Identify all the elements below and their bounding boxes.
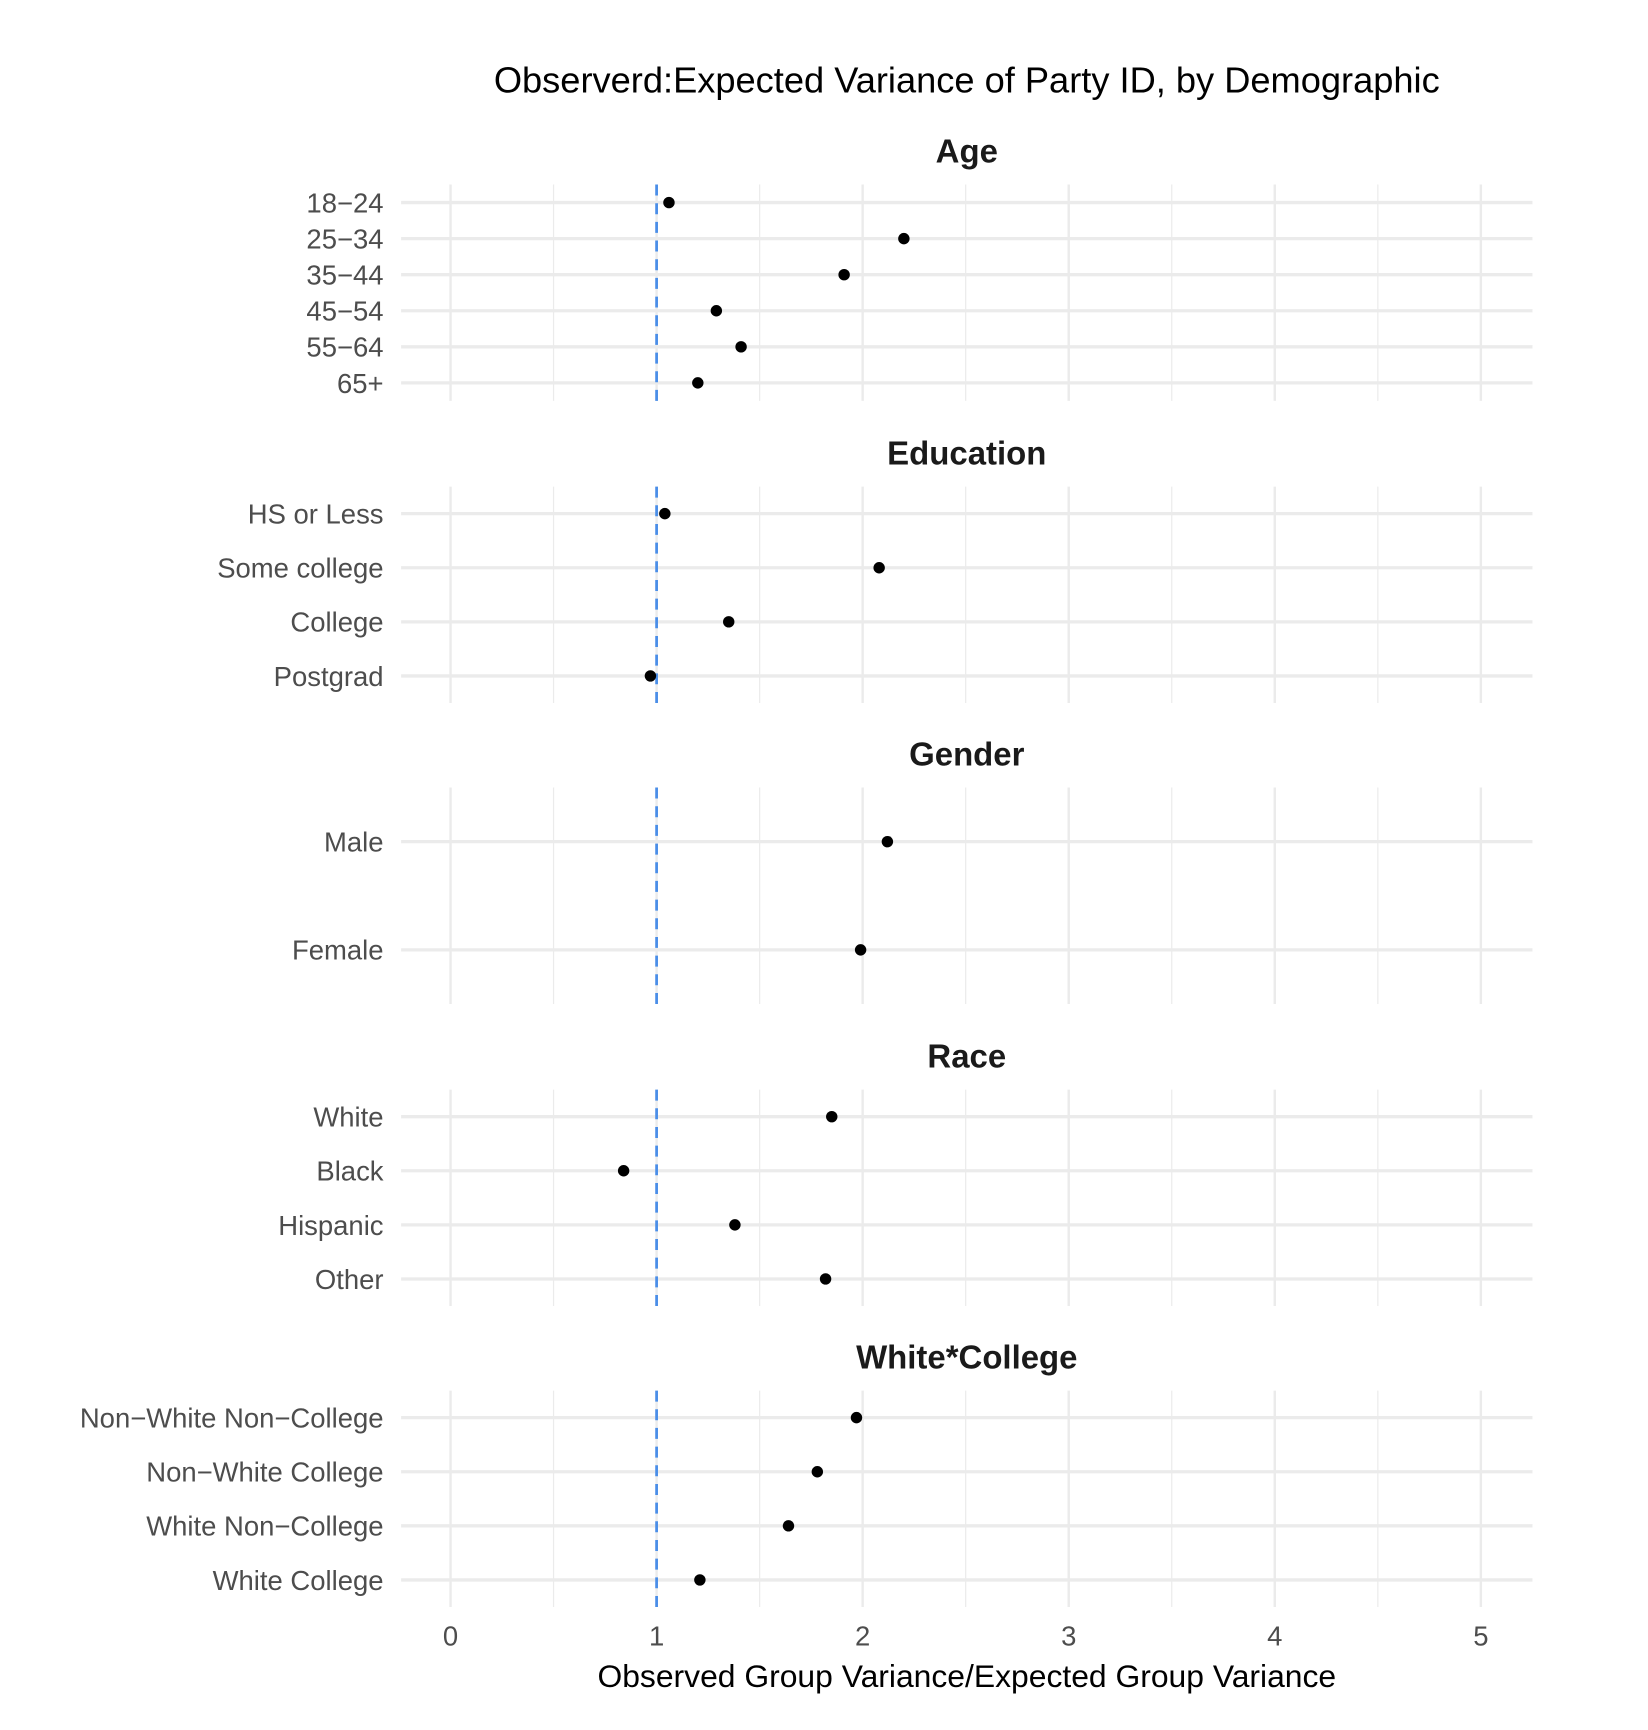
category-label: College bbox=[290, 607, 383, 638]
category-label: Non−White Non−College bbox=[80, 1403, 384, 1434]
category-label: 55−64 bbox=[306, 332, 383, 363]
panel-gender: Gender Male Female bbox=[292, 736, 1533, 1004]
panel-white-college: White*College Non−White Non−College Non−Wh… bbox=[80, 1339, 1533, 1607]
panel-title: Education bbox=[887, 435, 1046, 472]
panel-title: Gender bbox=[909, 736, 1024, 773]
panel-title: Race bbox=[927, 1038, 1006, 1075]
data-point bbox=[782, 1520, 795, 1532]
category-label: 35−44 bbox=[306, 260, 383, 291]
x-tick-label: 2 bbox=[855, 1620, 870, 1651]
category-label: 45−54 bbox=[306, 296, 383, 327]
data-point bbox=[694, 1574, 706, 1586]
panel-title: White*College bbox=[856, 1339, 1077, 1376]
category-label: Black bbox=[316, 1156, 383, 1187]
category-label: White College bbox=[213, 1565, 384, 1596]
data-point bbox=[723, 616, 735, 628]
data-point bbox=[811, 1466, 824, 1478]
data-point bbox=[819, 1273, 832, 1285]
category-label: 18−24 bbox=[306, 187, 383, 218]
x-tick-label: 4 bbox=[1267, 1620, 1282, 1651]
data-point bbox=[735, 341, 747, 353]
x-tick-label: 3 bbox=[1061, 1620, 1076, 1651]
data-point bbox=[898, 232, 910, 245]
data-point bbox=[881, 835, 894, 848]
panel-education: Education HS or Less Some college College Po… bbox=[217, 435, 1533, 703]
category-label: Postgrad bbox=[274, 661, 384, 692]
x-tick-label: 1 bbox=[649, 1620, 664, 1651]
category-label: Some college bbox=[217, 553, 383, 584]
category-label: White bbox=[313, 1102, 383, 1133]
data-point bbox=[826, 1110, 838, 1123]
x-tick-label: 5 bbox=[1473, 1620, 1488, 1651]
category-label: HS or Less bbox=[248, 499, 384, 530]
data-point bbox=[710, 305, 723, 317]
category-label: Male bbox=[324, 827, 384, 858]
panel-title: Age bbox=[936, 133, 998, 170]
category-label: Non−White College bbox=[146, 1457, 383, 1488]
category-label: Hispanic bbox=[278, 1210, 383, 1241]
data-point bbox=[850, 1411, 863, 1424]
data-point bbox=[659, 507, 671, 520]
panel-age: Age 18−24 25−34 35−44 45−54 55−64 65+ bbox=[306, 133, 1533, 401]
data-point bbox=[854, 944, 867, 956]
data-point bbox=[663, 196, 675, 209]
category-label: Other bbox=[315, 1264, 384, 1295]
data-point bbox=[838, 268, 850, 281]
x-axis-label: Observed Group Variance/Expected Group V… bbox=[597, 1658, 1336, 1694]
data-point bbox=[644, 670, 657, 682]
category-label: 65+ bbox=[337, 368, 384, 399]
category-label: Female bbox=[292, 935, 384, 966]
category-label: 25−34 bbox=[306, 224, 383, 255]
data-point bbox=[873, 562, 885, 574]
data-point bbox=[729, 1219, 741, 1231]
x-tick-label: 0 bbox=[443, 1620, 458, 1651]
data-point bbox=[617, 1165, 630, 1177]
panel-race: Race White Black Hispanic Other bbox=[278, 1038, 1533, 1307]
chart-title: Observerd:Expected Variance of Party ID,… bbox=[494, 59, 1440, 100]
data-point bbox=[692, 377, 704, 389]
category-label: White Non−College bbox=[146, 1511, 383, 1542]
